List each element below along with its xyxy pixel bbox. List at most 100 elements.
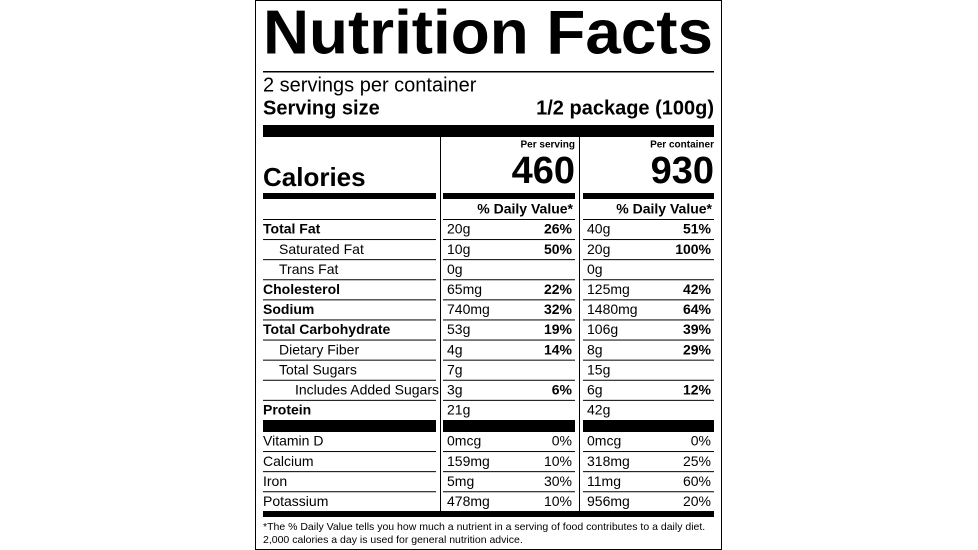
nutrient-amount: 318mg [587, 453, 630, 469]
nutrient-percent: 29% [683, 341, 712, 357]
row-rule [583, 471, 714, 473]
nutrient-amount: 40g [587, 221, 610, 237]
row-rule [583, 319, 714, 321]
nutrient-amount: 21g [447, 402, 470, 418]
thick-rule [583, 193, 714, 199]
row-rule [583, 399, 714, 401]
row-rule [263, 491, 436, 493]
row-rule [583, 339, 714, 341]
nutrient-amount: 65mg [447, 281, 482, 297]
calories-value: 930 [651, 150, 714, 192]
nutrient-amount: 20g [587, 241, 610, 257]
nutrient-percent: 51% [683, 221, 712, 237]
row-rule [443, 219, 575, 220]
nutrient-name: Saturated Fat [279, 241, 364, 257]
nutrient-amount: 10g [447, 241, 470, 257]
nutrient-amount: 159mg [447, 453, 490, 469]
row-rule [263, 219, 436, 220]
row-rule [443, 259, 575, 261]
row-rule [443, 399, 575, 401]
row-rule [443, 491, 575, 493]
nutrient-name: Potassium [263, 493, 328, 509]
nutrient-amount: 42g [587, 402, 610, 418]
nutrient-amount: 956mg [587, 493, 630, 509]
calories-column-header: Per serving [521, 140, 575, 151]
rule [263, 71, 714, 73]
nutrient-amount: 1480mg [587, 301, 638, 317]
nutrient-percent: 20% [683, 493, 711, 509]
row-rule [443, 339, 575, 341]
nutrient-percent: 26% [544, 221, 573, 237]
nutrient-percent: 19% [544, 321, 573, 337]
nutrient-name: Vitamin D [263, 433, 323, 449]
label-title: Nutrition Facts [263, 0, 713, 67]
row-rule [583, 379, 714, 381]
row-rule [583, 299, 714, 301]
nutrient-percent: 10% [544, 493, 572, 509]
serving-size-value: 1/2 package (100g) [536, 97, 714, 119]
nutrient-amount: 106g [587, 321, 618, 337]
row-rule [583, 491, 714, 493]
footnote: 2,000 calories a day is used for general… [263, 534, 523, 546]
nutrient-name: Cholesterol [263, 281, 340, 297]
nutrient-percent: 0% [552, 433, 572, 449]
nutrient-percent: 50% [544, 241, 573, 257]
row-rule [583, 451, 714, 453]
row-rule [263, 451, 436, 453]
nutrient-amount: 6g [587, 382, 603, 398]
row-rule [263, 379, 436, 381]
nutrient-name: Total Fat [263, 221, 321, 237]
nutrient-amount: 0g [447, 261, 463, 277]
nutrient-percent: 6% [552, 382, 573, 398]
nutrient-amount: 4g [447, 341, 463, 357]
row-rule [263, 399, 436, 401]
nutrient-amount: 7g [447, 361, 463, 377]
nutrient-amount: 15g [587, 361, 610, 377]
row-rule [583, 279, 714, 281]
nutrient-amount: 0mcg [587, 433, 621, 449]
nutrient-name: Iron [263, 473, 287, 489]
serving-size-label: Serving size [263, 97, 380, 119]
thick-rule [263, 511, 714, 517]
nutrient-name: Sodium [263, 301, 314, 317]
row-rule [263, 279, 436, 281]
thick-rule [263, 125, 714, 137]
nutrient-percent: 0% [691, 433, 711, 449]
row-rule [263, 359, 436, 361]
nutrient-name: Trans Fat [279, 261, 338, 277]
row-rule [443, 319, 575, 321]
nutrient-amount: 3g [447, 382, 463, 398]
row-rule [263, 471, 436, 473]
calories-label: Calories [263, 162, 366, 192]
thick-rule [263, 193, 436, 199]
label-border [255, 0, 722, 550]
nutrient-amount: 0g [587, 261, 603, 277]
nutrient-percent: 14% [544, 341, 573, 357]
row-rule [263, 299, 436, 301]
thick-rule [583, 420, 714, 432]
nutrient-percent: 60% [683, 473, 711, 489]
row-rule [263, 339, 436, 341]
nutrient-name: Total Carbohydrate [263, 321, 391, 337]
nutrient-amount: 0mcg [447, 433, 481, 449]
nutrient-percent: 100% [675, 241, 711, 257]
nutrient-amount: 53g [447, 321, 470, 337]
nutrient-percent: 25% [683, 453, 711, 469]
nutrient-amount: 20g [447, 221, 470, 237]
row-rule [583, 259, 714, 261]
nutrient-name: Dietary Fiber [279, 341, 359, 357]
nutrient-percent: 42% [683, 281, 712, 297]
row-rule [443, 359, 575, 361]
nutrient-amount: 8g [587, 341, 603, 357]
row-rule [583, 359, 714, 361]
row-rule [583, 219, 714, 220]
column-divider [440, 137, 441, 511]
nutrient-name: Protein [263, 402, 311, 418]
thick-rule [263, 420, 436, 432]
nutrient-percent: 30% [544, 473, 572, 489]
row-rule [443, 471, 575, 473]
thick-rule [443, 420, 575, 432]
nutrient-percent: 39% [683, 321, 712, 337]
daily-value-header: % Daily Value* [477, 201, 573, 217]
row-rule [443, 451, 575, 453]
